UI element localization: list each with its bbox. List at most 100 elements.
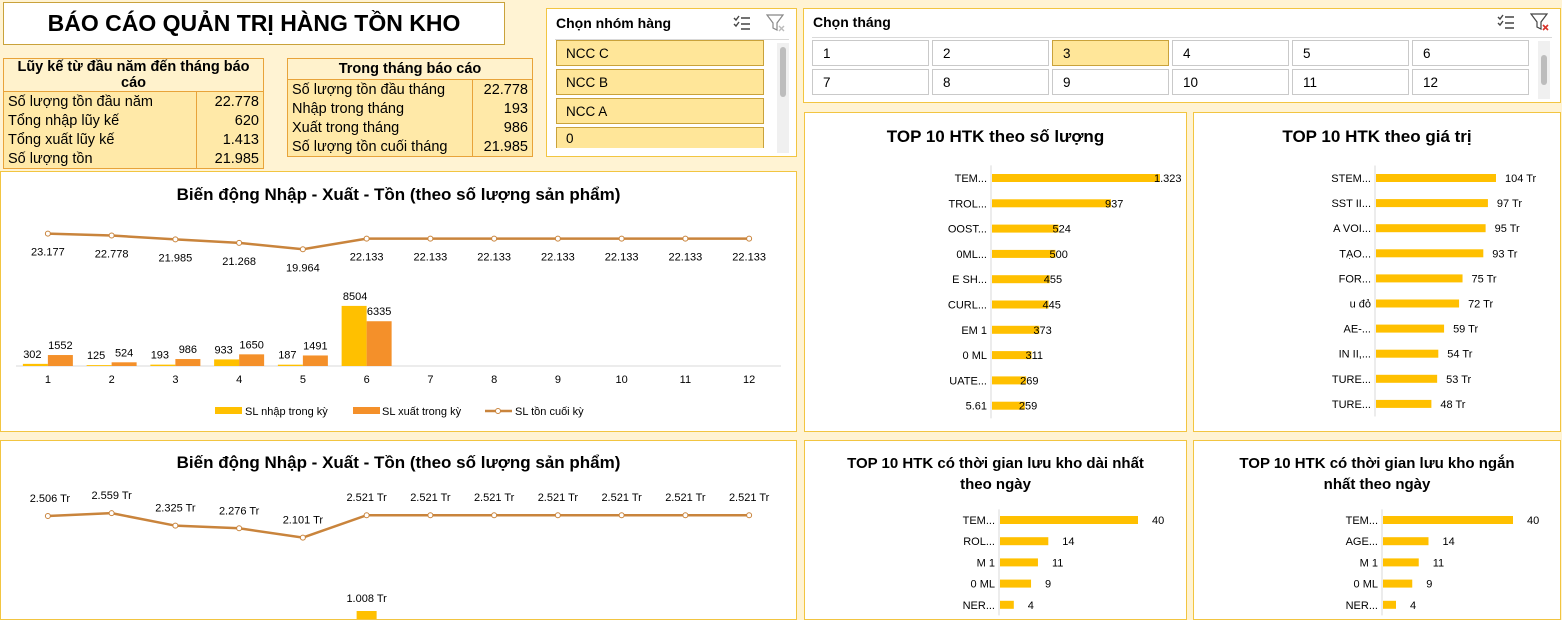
stock-data-label: 22.133 xyxy=(350,252,384,264)
category-label: TROL... xyxy=(948,198,987,210)
scrollbar-thumb[interactable] xyxy=(1541,55,1547,85)
legend-stock-point xyxy=(495,408,501,414)
bar xyxy=(992,199,1111,208)
stock-point xyxy=(682,235,689,242)
value-point xyxy=(299,534,306,541)
bar xyxy=(1000,558,1038,567)
bar xyxy=(992,224,1059,233)
month-button-9[interactable]: 9 xyxy=(1052,69,1169,95)
group-item-ncc-a[interactable]: NCC A xyxy=(556,98,764,124)
category-label: TEM... xyxy=(1346,515,1378,527)
group-item-ncc-c[interactable]: NCC C xyxy=(556,40,764,66)
data-label: 4 xyxy=(1410,600,1416,612)
bar xyxy=(992,300,1049,309)
bar xyxy=(992,275,1050,284)
stock-point xyxy=(108,232,115,239)
stock-data-label: 22.133 xyxy=(605,252,639,264)
export-bar xyxy=(47,355,73,366)
category-label: NER... xyxy=(963,600,995,612)
month-button-10[interactable]: 10 xyxy=(1172,69,1289,95)
month-button-12[interactable]: 12 xyxy=(1412,69,1529,95)
data-label: 524 xyxy=(1053,224,1071,236)
value-data-label: 2.325 Tr xyxy=(155,503,196,515)
category-label: 0 ML xyxy=(1354,579,1378,591)
top-value-chart: STEM... 104 Tr SST II... 97 Tr A VOI... 95 Tr… xyxy=(1331,165,1537,417)
multi-select-icon[interactable] xyxy=(1496,12,1516,32)
value-point xyxy=(491,512,498,519)
category-label: EM 1 xyxy=(961,325,987,337)
bar xyxy=(1376,374,1438,383)
x-tick-label: 2 xyxy=(109,374,115,386)
month-button-3[interactable]: 3 xyxy=(1052,40,1169,66)
import-bar xyxy=(277,364,303,366)
clear-filter-icon[interactable] xyxy=(766,13,786,33)
month-button-5[interactable]: 5 xyxy=(1292,40,1409,66)
report-title: BÁO CÁO QUẢN TRỊ HÀNG TỒN KHO xyxy=(3,2,505,45)
category-label: 0 ML xyxy=(963,350,987,362)
bar xyxy=(1376,349,1439,358)
bar xyxy=(992,174,1160,182)
value-data-label: 2.521 Tr xyxy=(346,492,387,504)
row-label: Số lượng tồn đầu năm xyxy=(2,91,198,111)
month-button-6[interactable]: 6 xyxy=(1412,40,1529,66)
legend-import-label: SL nhập trong kỳ xyxy=(245,406,328,418)
x-tick-label: 3 xyxy=(172,374,178,386)
value-data-label: 2.521 Tr xyxy=(665,492,706,504)
export-data-label: 524 xyxy=(115,347,133,359)
group-item-0[interactable]: 0 xyxy=(556,127,764,148)
category-label: STEM... xyxy=(1331,173,1371,185)
bar xyxy=(1376,324,1445,333)
value-point xyxy=(363,512,370,519)
category-label: FOR... xyxy=(1339,273,1371,285)
title-line: nhất theo ngày xyxy=(1323,476,1431,493)
category-label: TEM... xyxy=(955,173,987,185)
bar xyxy=(1383,558,1419,567)
data-label: 14 xyxy=(1443,536,1455,548)
top-shortest-chart: TEM... 40 AGE... 14 M 1 11 0 ML 9 NER... 4 xyxy=(1346,509,1539,616)
category-label: M 1 xyxy=(1360,557,1378,569)
stock-point xyxy=(554,235,561,242)
data-label: 93 Tr xyxy=(1492,248,1517,260)
stock-data-label: 22.778 xyxy=(95,249,129,261)
value-point xyxy=(682,512,689,519)
bar xyxy=(992,376,1027,385)
value-point xyxy=(44,513,51,520)
stock-data-label: 23.177 xyxy=(31,247,65,259)
stock-point xyxy=(172,236,179,243)
value-data-label: 2.521 Tr xyxy=(601,492,642,504)
month-button-11[interactable]: 11 xyxy=(1292,69,1409,95)
import-bar xyxy=(150,364,176,366)
data-label: 40 xyxy=(1152,515,1164,527)
row-value: 22.778 xyxy=(471,79,534,99)
value-data-label: 2.521 Tr xyxy=(410,492,451,504)
value-data-label: 2.521 Tr xyxy=(474,492,515,504)
scrollbar-thumb[interactable] xyxy=(780,47,786,97)
stock-point xyxy=(236,239,243,246)
value-point xyxy=(554,512,561,519)
bar xyxy=(1383,537,1429,546)
x-tick-label: 4 xyxy=(236,374,242,386)
clear-filter-icon[interactable] xyxy=(1530,12,1550,32)
month-button-4[interactable]: 4 xyxy=(1172,40,1289,66)
group-item-ncc-b[interactable]: NCC B xyxy=(556,69,764,95)
multi-select-icon[interactable] xyxy=(732,13,752,33)
month-button-1[interactable]: 1 xyxy=(812,40,929,66)
month-slicer-scrollbar[interactable] xyxy=(1538,41,1550,99)
export-bar xyxy=(366,321,392,366)
legend-import-swatch xyxy=(215,407,242,414)
data-label: 1.323 xyxy=(1154,173,1182,185)
chart-title: TOP 10 HTK có thời gian lưu kho ngắn nhấ… xyxy=(1194,453,1560,495)
month-button-2[interactable]: 2 xyxy=(932,40,1049,66)
data-label: 54 Tr xyxy=(1447,349,1472,361)
bar xyxy=(1376,399,1432,408)
value-point xyxy=(618,512,625,519)
stock-data-label: 19.964 xyxy=(286,262,320,274)
stock-point xyxy=(427,235,434,242)
stock-data-label: 22.133 xyxy=(414,252,448,264)
table-row: Xuất trong tháng 986 xyxy=(287,118,534,137)
export-bar xyxy=(302,355,328,366)
group-slicer-scrollbar[interactable] xyxy=(777,43,789,153)
month-button-8[interactable]: 8 xyxy=(932,69,1049,95)
month-button-7[interactable]: 7 xyxy=(812,69,929,95)
row-value: 21.985 xyxy=(471,137,534,157)
